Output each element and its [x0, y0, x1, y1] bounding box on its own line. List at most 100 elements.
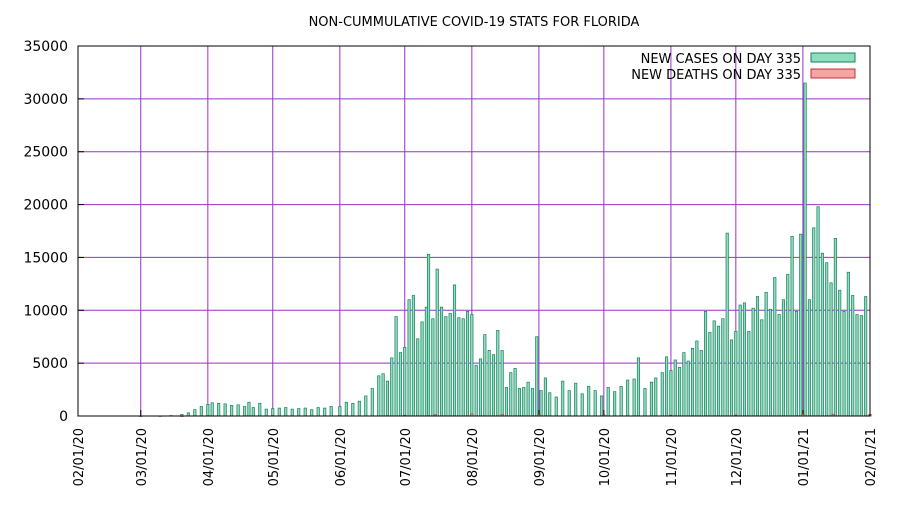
- x-tick-label: 05/01/20: [267, 428, 282, 486]
- case-bar: [338, 406, 342, 417]
- case-bar: [829, 282, 833, 417]
- case-bar: [526, 381, 530, 417]
- case-bar: [734, 331, 738, 417]
- case-bar: [297, 408, 301, 417]
- case-bar: [491, 354, 496, 417]
- x-tick-label: 02/01/21: [864, 428, 879, 486]
- case-bar: [755, 296, 760, 417]
- case-bar: [535, 336, 539, 417]
- case-bar: [673, 359, 677, 417]
- case-bar: [394, 316, 398, 417]
- case-bar: [457, 317, 461, 417]
- case-bar: [435, 268, 439, 417]
- case-bar: [277, 407, 281, 417]
- chart-title: NON-CUMMULATIVE COVID-19 STATS FOR FLORI…: [309, 15, 640, 30]
- case-bar: [729, 339, 734, 417]
- case-bar: [284, 407, 288, 417]
- case-bar: [820, 252, 824, 417]
- case-bar: [561, 380, 565, 417]
- case-bar: [530, 388, 534, 417]
- case-bar: [500, 350, 504, 417]
- case-bar: [738, 304, 742, 417]
- case-bar: [678, 367, 682, 417]
- case-bar: [669, 370, 673, 417]
- case-bar: [600, 395, 604, 417]
- case-bar: [264, 408, 268, 417]
- x-tick-label: 12/01/20: [730, 428, 745, 486]
- x-tick-label: 09/01/20: [533, 428, 548, 486]
- case-bar: [716, 325, 721, 417]
- case-bar: [593, 390, 597, 417]
- case-bar: [377, 375, 381, 417]
- case-bar: [751, 307, 755, 417]
- case-bar: [470, 314, 474, 417]
- case-bar: [807, 299, 811, 417]
- case-bar: [390, 357, 394, 417]
- case-bar: [310, 409, 314, 417]
- case-bar: [794, 310, 798, 417]
- case-bar: [567, 390, 571, 417]
- case-bar: [649, 381, 653, 417]
- x-tick-label: 04/01/20: [202, 428, 217, 486]
- case-bar: [777, 314, 781, 417]
- case-bar: [427, 253, 431, 417]
- case-bar: [760, 319, 764, 417]
- case-bar: [643, 388, 647, 417]
- case-bar: [864, 296, 868, 417]
- case-bar: [193, 409, 197, 417]
- case-bar: [522, 387, 526, 417]
- case-bar: [236, 404, 240, 417]
- y-tick-label: 10000: [23, 303, 68, 319]
- case-bar: [812, 227, 816, 417]
- case-bar: [398, 352, 402, 417]
- case-bar: [554, 396, 558, 417]
- case-bar: [803, 82, 807, 417]
- x-axis: 02/01/20 03/01/20 04/01/20 05/01/20 06/01/20…: [72, 410, 879, 486]
- case-bar: [487, 350, 491, 417]
- case-bar: [247, 401, 251, 417]
- case-bar: [790, 235, 794, 417]
- case-bar: [708, 332, 712, 417]
- case-bar: [444, 316, 448, 417]
- case-bar: [407, 299, 411, 417]
- case-bar: [859, 315, 863, 417]
- case-bar: [587, 386, 591, 417]
- case-bar: [316, 407, 320, 417]
- case-bar: [416, 338, 420, 417]
- x-tick-label: 01/01/21: [797, 428, 812, 486]
- case-bar: [440, 306, 444, 417]
- case-bar: [452, 284, 457, 417]
- case-bar: [290, 408, 294, 417]
- case-bar: [781, 299, 785, 417]
- case-bar: [543, 377, 547, 417]
- case-bar: [846, 271, 850, 417]
- case-bar: [712, 320, 716, 417]
- case-bar: [838, 289, 842, 417]
- case-bar: [773, 277, 777, 417]
- case-bar: [496, 330, 500, 417]
- case-bar: [323, 407, 327, 417]
- case-bar: [431, 318, 435, 417]
- case-bar: [243, 406, 247, 417]
- case-bar: [504, 387, 508, 417]
- case-bar: [747, 331, 751, 417]
- case-bar: [357, 400, 361, 417]
- case-bar: [539, 390, 543, 417]
- x-tick-label: 03/01/20: [135, 428, 150, 486]
- case-bar: [381, 373, 385, 417]
- plot-border: [77, 45, 871, 417]
- case-bar: [574, 382, 578, 417]
- case-bar: [721, 318, 725, 417]
- case-bar: [742, 302, 747, 417]
- case-bar: [217, 402, 221, 417]
- case-bar: [686, 360, 690, 417]
- case-bar: [660, 372, 664, 417]
- x-tick-label: 07/01/20: [399, 428, 414, 486]
- legend-label: NEW DEATHS ON DAY 335: [631, 68, 801, 83]
- case-bar: [855, 314, 859, 417]
- case-bar: [478, 358, 483, 417]
- y-tick-label: 30000: [23, 92, 68, 108]
- case-bar: [370, 388, 374, 417]
